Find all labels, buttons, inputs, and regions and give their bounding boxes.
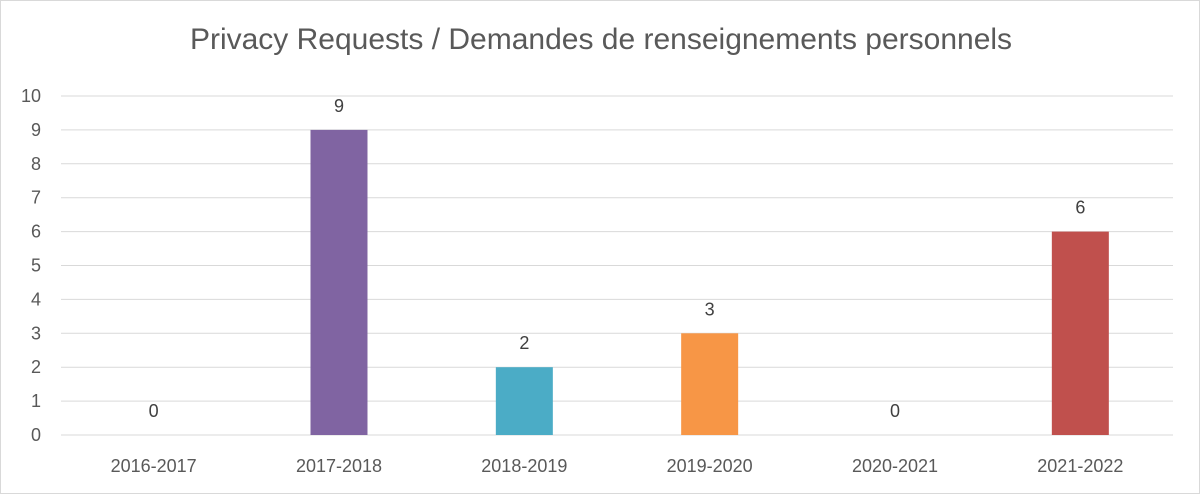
chart-title: Privacy Requests / Demandes de renseigne… [189,23,1013,56]
data-label: 0 [149,401,159,421]
y-tick-label: 7 [31,188,41,208]
x-tick-label: 2019-2020 [667,456,753,476]
gridlines [61,95,1173,436]
y-tick-label: 1 [31,391,41,411]
bar-2017-2018 [310,129,368,435]
bar-2019-2020 [681,333,739,435]
x-tick-label: 2020-2021 [852,456,938,476]
y-tick-label: 2 [31,357,41,377]
y-tick-label: 10 [21,86,41,106]
data-label: 6 [1075,198,1085,218]
x-tick-label: 2018-2019 [481,456,567,476]
data-label: 2 [519,333,529,353]
y-tick-label: 4 [31,289,41,309]
y-tick-label: 5 [31,256,41,276]
y-tick-label: 9 [31,120,41,140]
y-axis-ticks: 0 1 2 3 4 5 6 7 8 9 10 [21,86,41,445]
y-tick-label: 6 [31,222,41,242]
x-tick-label: 2021-2022 [1037,456,1123,476]
data-label: 0 [890,401,900,421]
x-tick-label: 2016-2017 [111,456,197,476]
bar-2018-2019 [495,367,553,435]
x-axis-ticks: 2016-2017 2017-2018 2018-2019 2019-2020 2020… [111,456,1124,476]
y-tick-label: 8 [31,154,41,174]
y-tick-label: 3 [31,323,41,343]
x-tick-label: 2017-2018 [296,456,382,476]
bars [310,129,1109,435]
data-labels: 0 9 2 3 0 6 [149,96,1086,421]
bar-2021-2022 [1051,231,1109,435]
data-label: 9 [334,96,344,116]
data-label: 3 [705,299,715,319]
y-tick-label: 0 [31,425,41,445]
